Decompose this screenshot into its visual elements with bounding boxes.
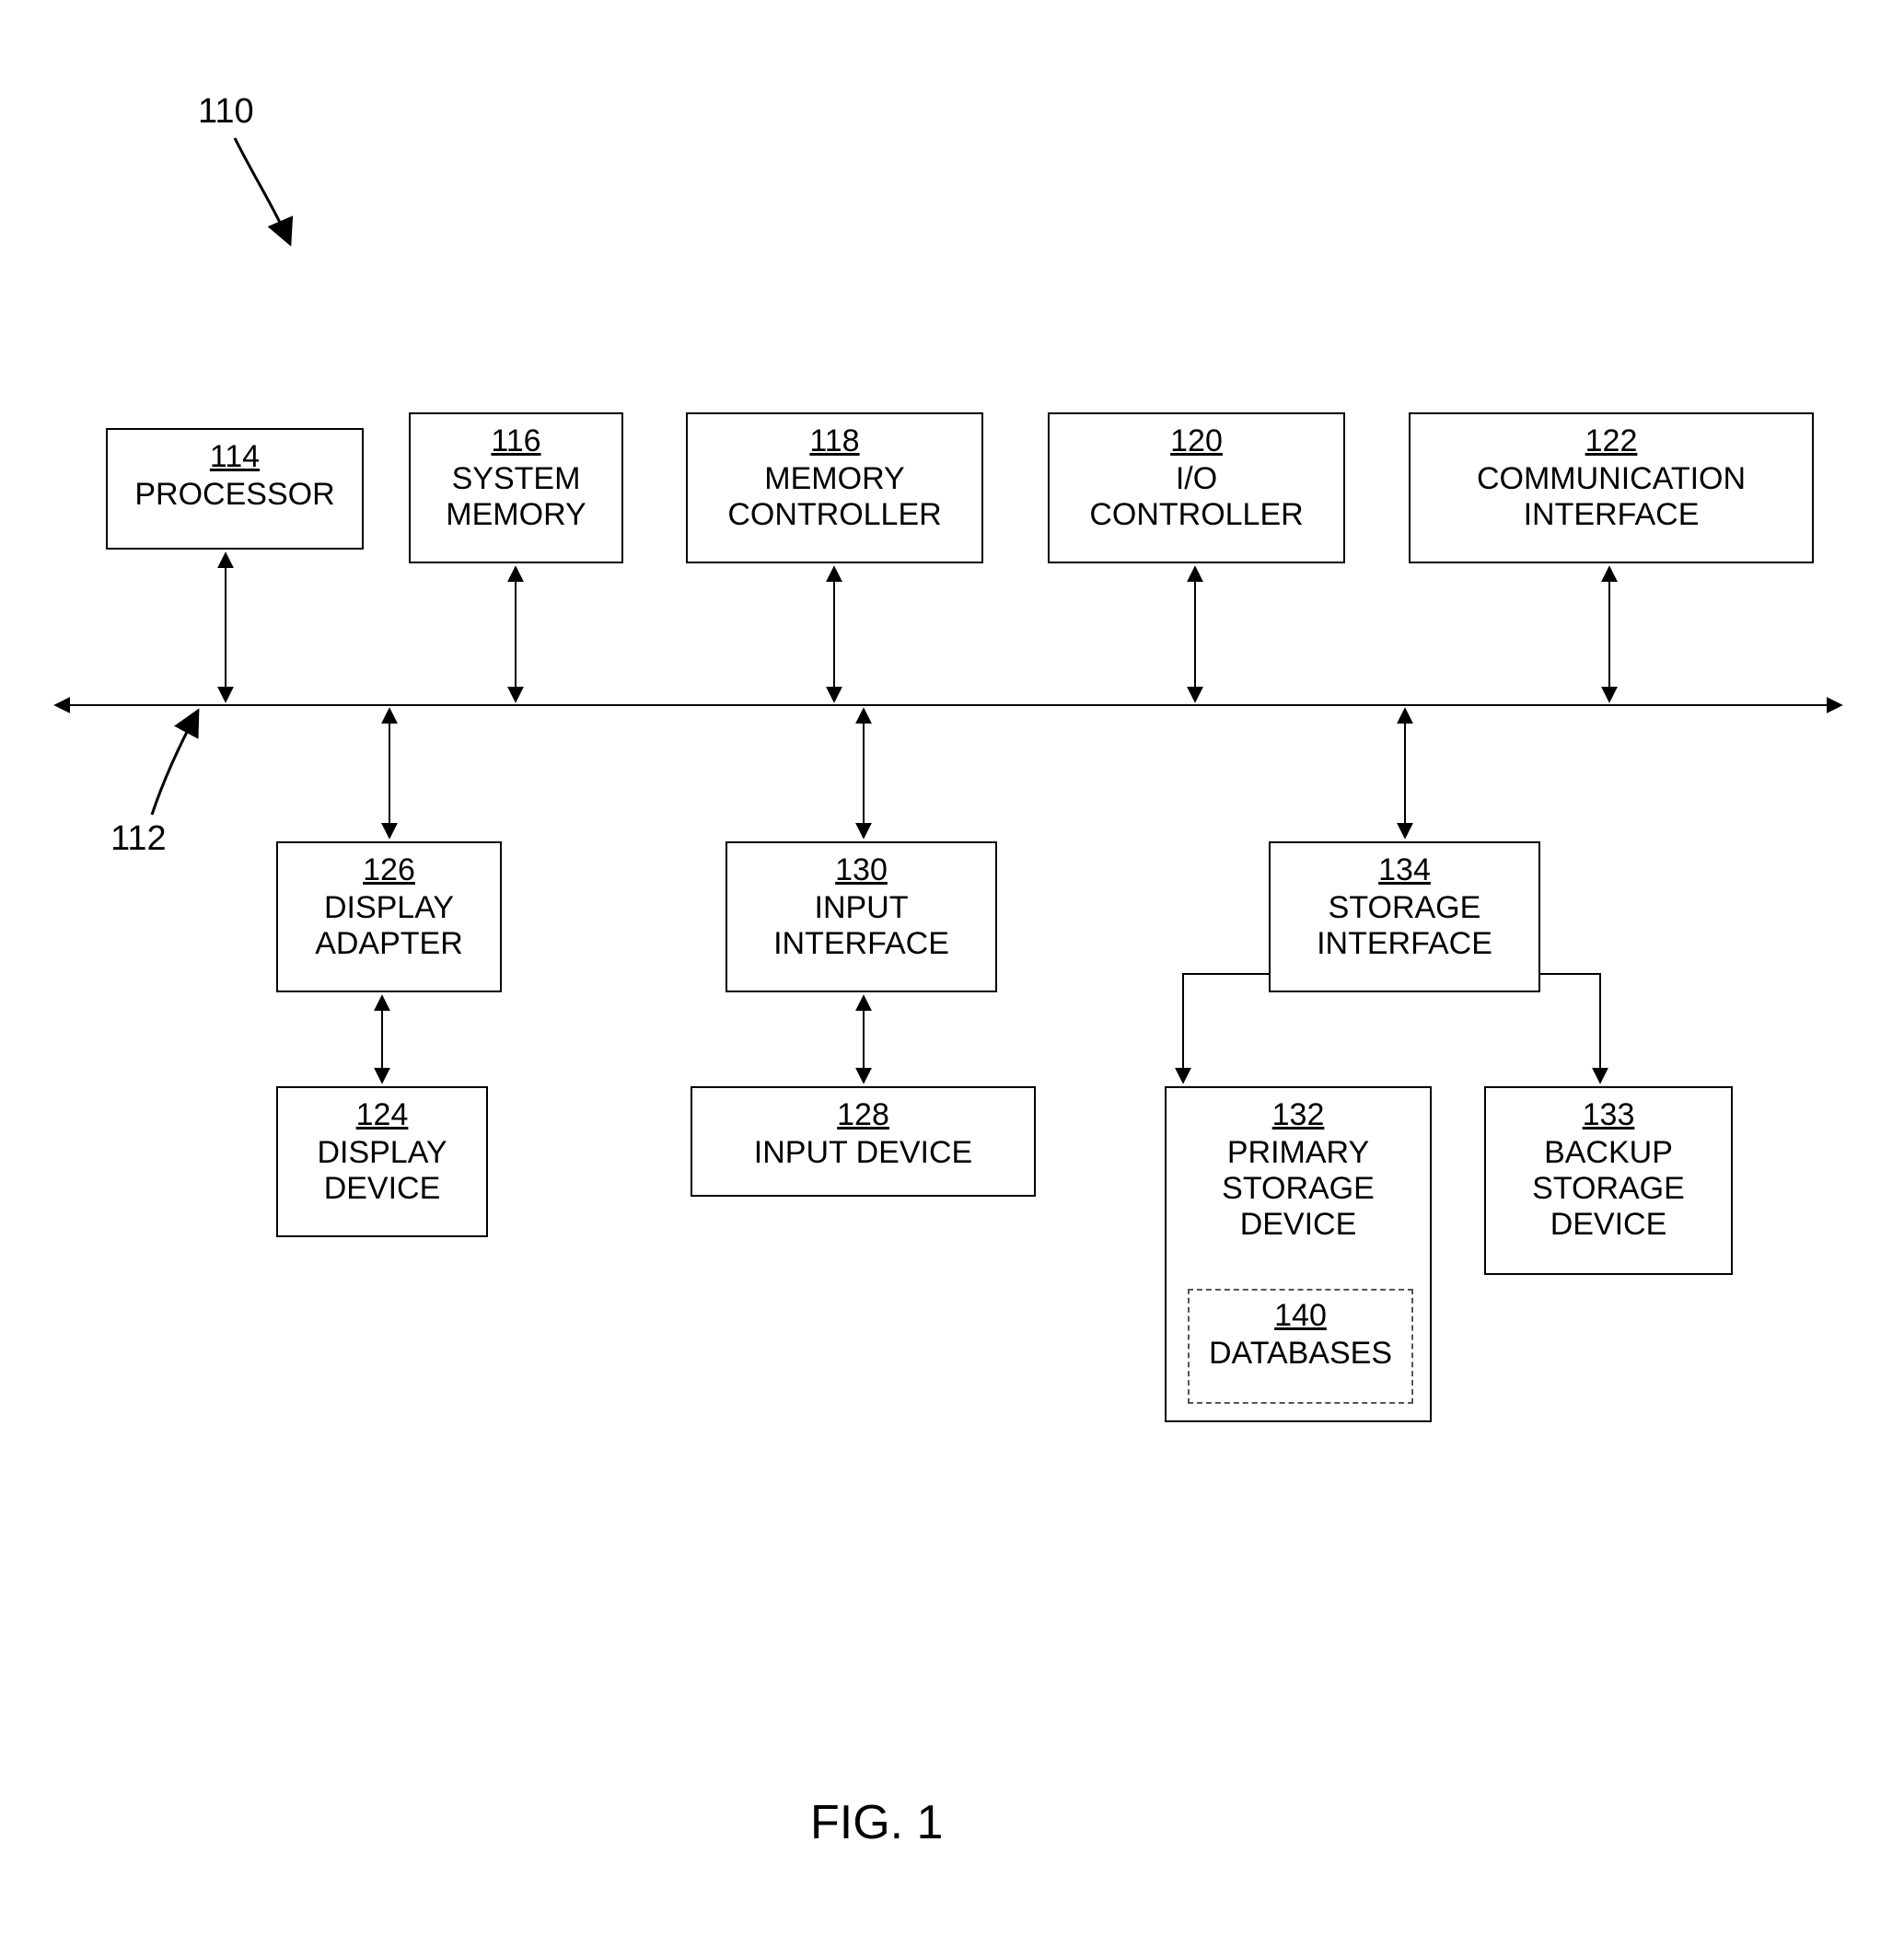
- diagram-canvas: 110 112 FIG. 1 114 PROCESSOR 116 SYSTEM …: [0, 0, 1904, 1958]
- node-label: BACKUP STORAGE DEVICE: [1486, 1135, 1731, 1243]
- node-number: 118: [688, 423, 981, 459]
- node-backup-storage: 133 BACKUP STORAGE DEVICE: [1484, 1086, 1733, 1275]
- conn-storage-to-primary: [1183, 974, 1269, 1083]
- node-number: 130: [727, 852, 995, 888]
- node-label: PROCESSOR: [108, 477, 362, 513]
- node-processor: 114 PROCESSOR: [106, 428, 364, 550]
- node-number: 124: [278, 1097, 486, 1133]
- node-number: 122: [1411, 423, 1812, 459]
- node-number: 114: [108, 439, 362, 475]
- node-label: PRIMARY STORAGE DEVICE: [1167, 1135, 1430, 1243]
- node-label: DATABASES: [1190, 1336, 1411, 1372]
- node-label: SYSTEM MEMORY: [411, 461, 621, 533]
- node-number: 128: [692, 1097, 1034, 1133]
- node-number: 133: [1486, 1097, 1731, 1133]
- node-number: 116: [411, 423, 621, 459]
- node-system-memory: 116 SYSTEM MEMORY: [409, 412, 623, 563]
- node-label: INPUT INTERFACE: [727, 890, 995, 962]
- node-display-device: 124 DISPLAY DEVICE: [276, 1086, 488, 1237]
- node-label: COMMUNICATION INTERFACE: [1411, 461, 1812, 533]
- node-number: 132: [1167, 1097, 1430, 1133]
- figure-caption: FIG. 1: [810, 1795, 943, 1850]
- node-input-interface: 130 INPUT INTERFACE: [726, 841, 997, 992]
- node-number: 134: [1271, 852, 1538, 888]
- node-input-device: 128 INPUT DEVICE: [691, 1086, 1036, 1197]
- node-primary-storage: 132 PRIMARY STORAGE DEVICE 140 DATABASES: [1165, 1086, 1432, 1422]
- node-io-controller: 120 I/O CONTROLLER: [1048, 412, 1345, 563]
- leadline-110: [235, 138, 290, 244]
- node-number: 120: [1050, 423, 1343, 459]
- ref-bus-label: 112: [110, 819, 167, 859]
- node-label: DISPLAY DEVICE: [278, 1135, 486, 1207]
- ref-system-label: 110: [198, 92, 254, 132]
- node-label: STORAGE INTERFACE: [1271, 890, 1538, 962]
- conn-storage-to-backup: [1540, 974, 1600, 1083]
- node-communication-interface: 122 COMMUNICATION INTERFACE: [1409, 412, 1814, 563]
- node-label: I/O CONTROLLER: [1050, 461, 1343, 533]
- node-label: INPUT DEVICE: [692, 1135, 1034, 1171]
- leadline-112: [152, 711, 198, 815]
- node-display-adapter: 126 DISPLAY ADAPTER: [276, 841, 502, 992]
- node-databases: 140 DATABASES: [1188, 1289, 1413, 1404]
- node-number: 140: [1190, 1298, 1411, 1334]
- node-label: MEMORY CONTROLLER: [688, 461, 981, 533]
- node-memory-controller: 118 MEMORY CONTROLLER: [686, 412, 983, 563]
- node-number: 126: [278, 852, 500, 888]
- node-label: DISPLAY ADAPTER: [278, 890, 500, 962]
- node-storage-interface: 134 STORAGE INTERFACE: [1269, 841, 1540, 992]
